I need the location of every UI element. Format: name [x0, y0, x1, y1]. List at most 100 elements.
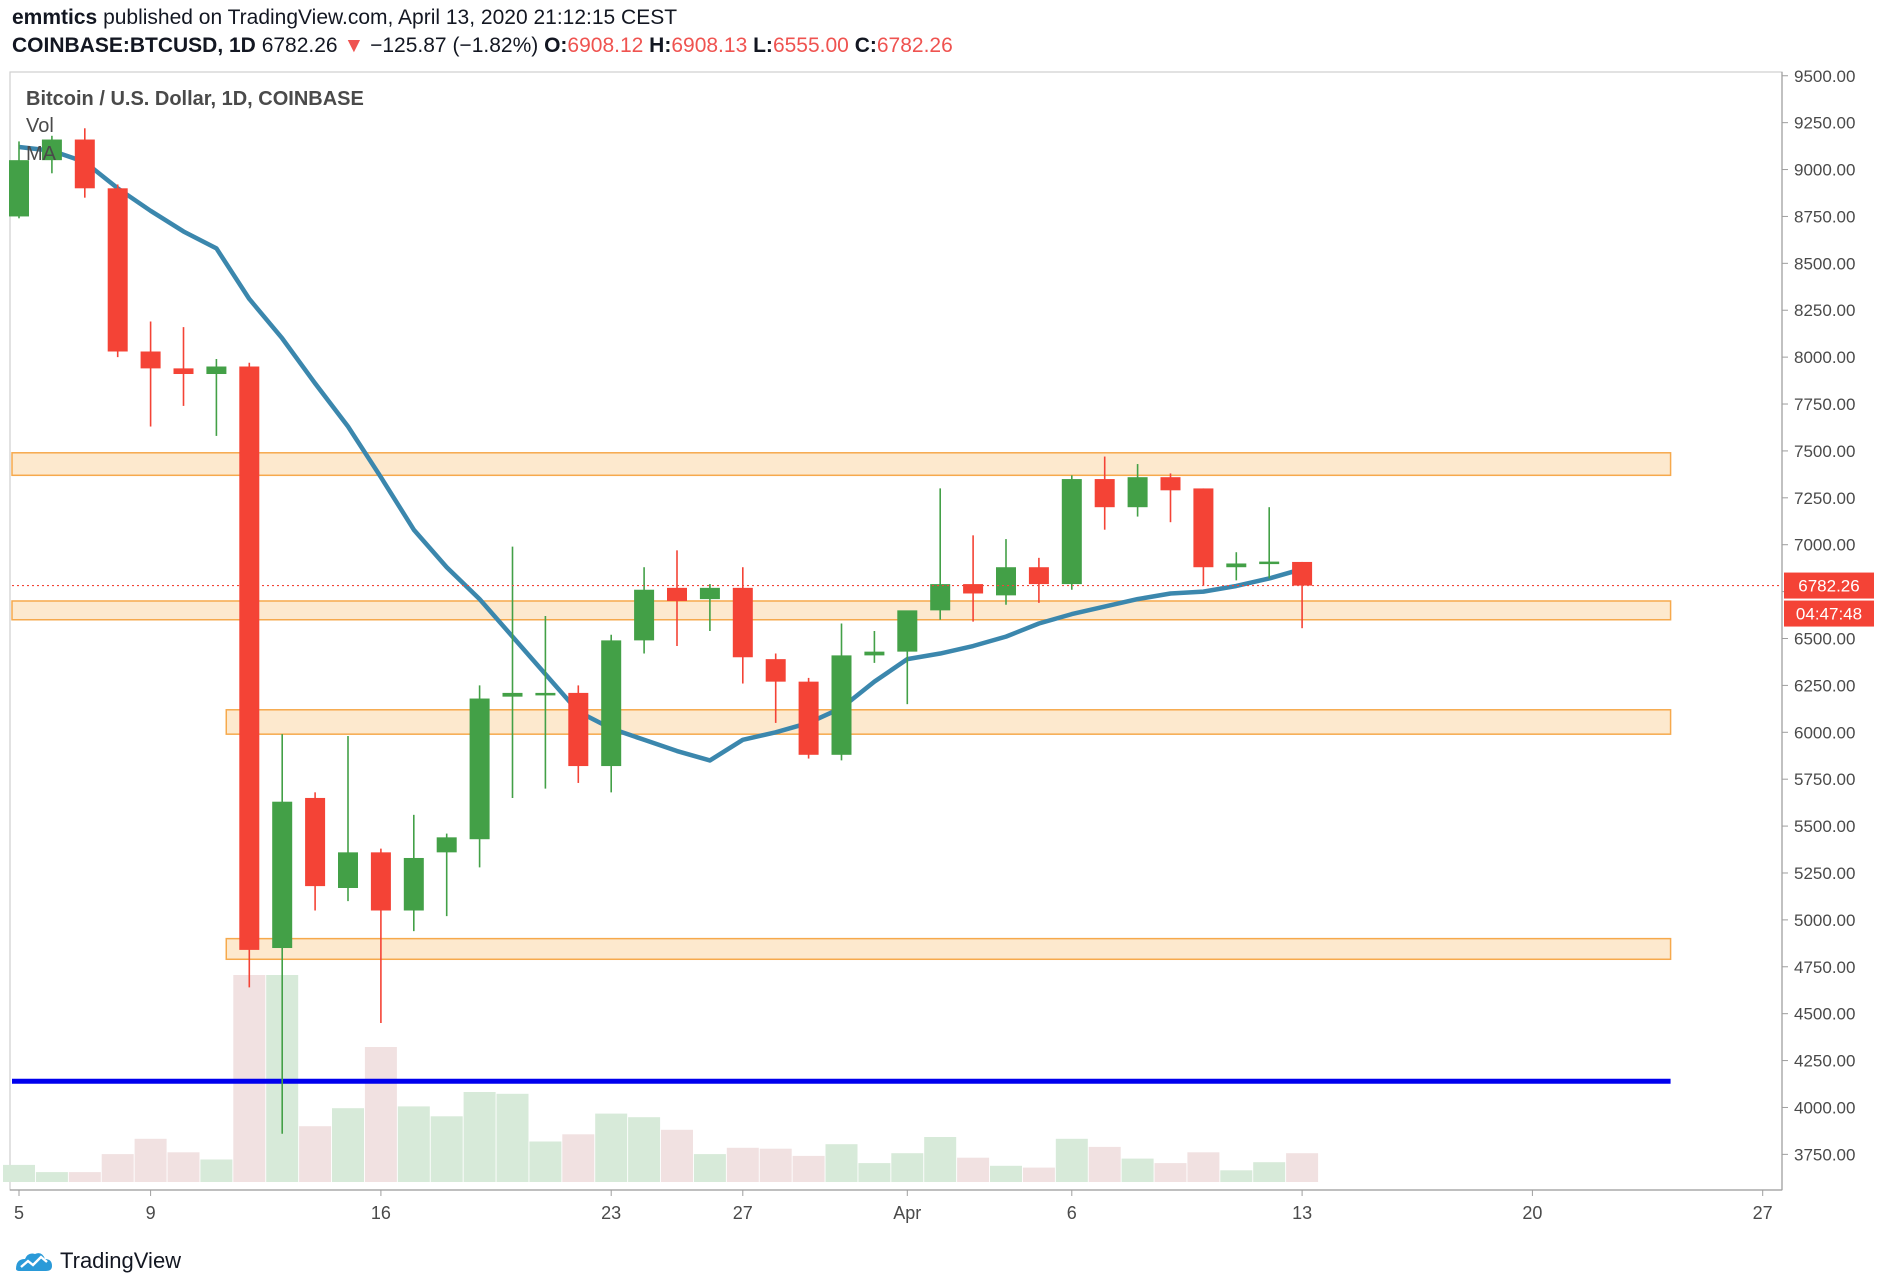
price-tick-label: 5750.00	[1794, 770, 1855, 789]
candle	[1259, 507, 1280, 579]
candle-body	[1193, 488, 1214, 568]
volume-bar	[68, 1172, 101, 1182]
open-value: 6908.12	[567, 34, 644, 57]
candle	[897, 610, 918, 705]
candle-body	[370, 852, 391, 911]
volume-bar	[134, 1138, 167, 1182]
ma-indicator-label[interactable]: MA	[26, 143, 57, 165]
volume-bar	[167, 1152, 200, 1182]
candle-body	[107, 188, 128, 352]
candle	[667, 550, 687, 647]
candle-body	[436, 837, 457, 853]
footer-brand-text: TradingView	[60, 1248, 182, 1273]
volume-bar	[1022, 1167, 1055, 1182]
volume-bar	[364, 1047, 397, 1182]
footer-brand[interactable]: TradingView	[14, 1248, 181, 1274]
candle-body	[1028, 567, 1049, 585]
candle-body	[1259, 561, 1280, 565]
candle-body	[963, 584, 984, 594]
time-tick-label: 9	[146, 1203, 156, 1223]
price-tick-label: 8750.00	[1794, 207, 1855, 226]
candle	[732, 567, 753, 684]
time-tick-label: 27	[1753, 1203, 1773, 1223]
volume-bar	[1286, 1153, 1319, 1182]
candle	[338, 736, 358, 902]
price-tick-label: 4500.00	[1794, 1005, 1855, 1024]
candle	[831, 623, 852, 761]
candle	[535, 615, 556, 789]
price-tick-label: 7250.00	[1794, 489, 1855, 508]
candle	[239, 362, 260, 988]
volume-bar	[693, 1154, 726, 1182]
price-tick-label: 5500.00	[1794, 817, 1855, 836]
time-tick-label: 20	[1522, 1203, 1542, 1223]
tradingview-logo-icon	[16, 1253, 52, 1271]
high-value: 6908.13	[671, 34, 748, 57]
candle-body	[140, 351, 161, 369]
volume-bar	[792, 1155, 825, 1182]
candle	[140, 321, 161, 427]
candle-body	[272, 801, 293, 949]
vol-indicator-label[interactable]: Vol	[26, 115, 54, 137]
high-label: H:	[649, 34, 672, 57]
candle-body	[930, 584, 951, 611]
candle	[963, 535, 984, 622]
volume-bar	[299, 1126, 332, 1182]
volume-bar	[562, 1134, 595, 1182]
volume-bar	[101, 1154, 134, 1182]
last-price-tag-text: 6782.26	[1798, 577, 1859, 596]
countdown-tag-text: 04:47:48	[1796, 605, 1862, 624]
volume-bar	[1154, 1163, 1187, 1182]
candle-body	[535, 692, 556, 696]
candle-body	[469, 698, 490, 840]
last-price-tag: 6782.26	[1784, 572, 1874, 599]
candle-body	[338, 852, 358, 888]
candle-body	[996, 567, 1016, 596]
price-tick-label: 6000.00	[1794, 723, 1855, 742]
candle	[74, 128, 95, 198]
candle	[1061, 475, 1082, 590]
symbol-label: COINBASE:BTCUSD, 1D	[12, 34, 256, 57]
moving-average-layer	[18, 144, 1303, 763]
volume-bar	[628, 1117, 661, 1182]
candle-body	[1061, 479, 1082, 585]
candle	[9, 141, 29, 219]
volume-bar	[759, 1148, 792, 1182]
candle	[765, 653, 786, 723]
symbol-line: COINBASE:BTCUSD, 1D 6782.26 ▼ −125.87 (−…	[12, 32, 1872, 60]
volume-bar	[430, 1116, 463, 1182]
chart-header: emmtics published on TradingView.com, Ap…	[12, 4, 1872, 60]
candle-body	[9, 160, 29, 217]
volume-bar	[1055, 1138, 1088, 1182]
candle-body	[403, 857, 424, 911]
candle-body	[864, 651, 885, 656]
candle-body	[568, 692, 589, 767]
time-axis[interactable]: 5 9 16 23 27 Apr 6 13 20 27	[14, 1190, 1773, 1223]
candle-body	[634, 589, 655, 641]
zone-rect	[11, 600, 1672, 621]
candle	[930, 488, 951, 620]
volume-bar	[1121, 1158, 1154, 1182]
candle	[370, 848, 391, 1024]
candle-body	[74, 139, 95, 189]
candle	[272, 734, 293, 1134]
volume-bar	[496, 1093, 529, 1182]
author-name[interactable]: emmtics	[12, 6, 98, 29]
candle-body	[765, 659, 786, 682]
price-tick-label: 4750.00	[1794, 958, 1855, 977]
volume-bar	[332, 1108, 364, 1182]
candle	[1193, 488, 1214, 586]
volume-bar	[825, 1144, 858, 1182]
candle	[634, 567, 655, 654]
volume-bar	[1253, 1162, 1286, 1182]
candle	[436, 833, 457, 917]
moving-average-line	[18, 144, 1303, 763]
time-tick-label: 5	[14, 1203, 24, 1223]
chart-title: Bitcoin / U.S. Dollar, 1D, COINBASE	[26, 88, 364, 110]
candle-body	[601, 640, 622, 767]
close-label: C:	[854, 34, 877, 57]
candle	[469, 685, 490, 868]
candlesticks	[9, 128, 1313, 1134]
candle	[996, 539, 1016, 605]
